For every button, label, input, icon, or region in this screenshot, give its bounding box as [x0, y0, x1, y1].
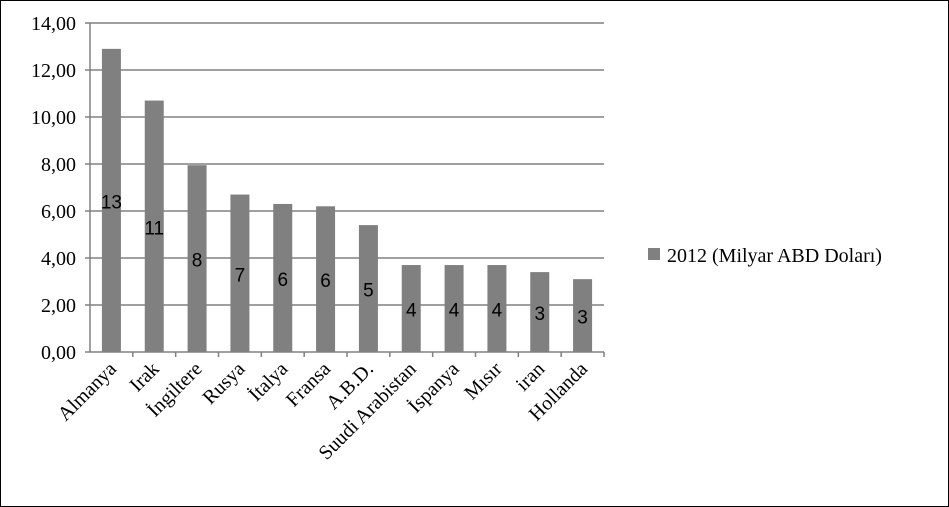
data-label: 4: [449, 301, 460, 322]
legend-label: 2012 (Milyar ABD Doları): [667, 245, 882, 267]
gridlines: [90, 22, 604, 306]
y-tick-label: 14,00: [31, 13, 76, 35]
bar: [444, 265, 464, 352]
data-label: 11: [144, 218, 164, 239]
legend-swatch: [648, 248, 660, 260]
bar: [401, 265, 421, 352]
y-tick-labels: 0,00 2,00 4,00 6,00 8,00 10,00 12,00 14,00: [31, 13, 76, 364]
y-tick-label: 6,00: [41, 201, 76, 223]
bar: [316, 206, 336, 352]
x-tick-label: Almanya: [54, 358, 121, 425]
legend: 2012 (Milyar ABD Doları): [648, 245, 882, 267]
data-labels: 13 11 8 7 6 6 5 4 4 4 3 3: [101, 192, 588, 328]
data-label: 8: [192, 251, 203, 272]
bar: [230, 194, 250, 352]
bars: [101, 48, 593, 352]
bar: [530, 272, 550, 352]
data-label: 6: [320, 271, 331, 292]
y-tick-label: 12,00: [31, 60, 76, 82]
bar: [487, 265, 507, 352]
data-label: 3: [577, 308, 588, 329]
bar: [273, 203, 293, 352]
bar: [144, 100, 164, 352]
bar: [101, 48, 121, 352]
data-label: 7: [235, 265, 246, 286]
y-tick-label: 4,00: [41, 248, 76, 270]
data-label: 4: [492, 301, 503, 322]
x-tick-labels: Almanya IrakİngiltereRusyaİtalyaFransaA.B…: [54, 357, 593, 464]
data-label: 3: [534, 304, 545, 325]
x-tick-label: Rusya: [199, 358, 250, 409]
data-label: 6: [277, 270, 288, 291]
y-tick-label: 2,00: [41, 295, 76, 317]
data-label: 4: [406, 301, 417, 322]
bar: [187, 165, 207, 352]
data-label: 13: [101, 192, 122, 213]
y-tick-label: 0,00: [41, 342, 76, 364]
y-tick-label: 10,00: [31, 107, 76, 129]
y-tick-label: 8,00: [41, 154, 76, 176]
bar: [358, 225, 378, 352]
data-label: 5: [363, 281, 374, 302]
axes: [85, 22, 605, 357]
x-tick-label: Mısır: [460, 358, 506, 404]
bar: [573, 279, 593, 352]
